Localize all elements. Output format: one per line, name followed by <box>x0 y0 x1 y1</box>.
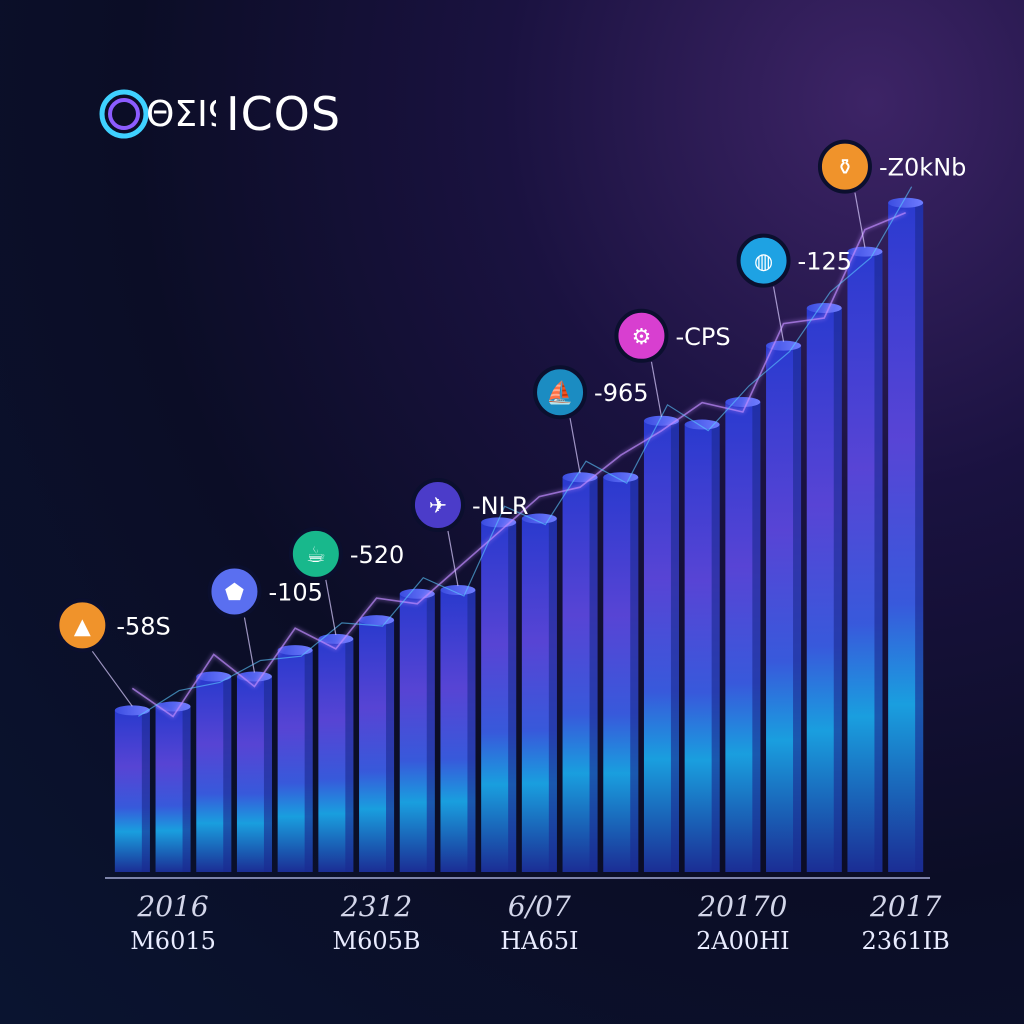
x-tick-sublabel: M6015 <box>130 927 216 955</box>
x-tick-sublabel: 2A00HI <box>696 927 790 955</box>
annotation-6: ⚙ -CPS <box>614 308 731 417</box>
chart-header: ΘΣΙ9 ICOS <box>96 86 341 142</box>
globe-icon <box>736 233 791 288</box>
x-tick-sublabel: M605B <box>332 927 421 955</box>
svg-text:◍: ◍ <box>754 250 773 275</box>
svg-text:⬟: ⬟ <box>225 580 244 605</box>
annotation-label: -520 <box>350 541 404 569</box>
x-tick-sublabel: 2361IB <box>861 927 950 955</box>
svg-text:☕: ☕ <box>306 543 326 568</box>
x-tick-label: 2016 M6015 <box>93 890 253 955</box>
bar-6 <box>318 633 354 872</box>
x-tick-year: 2016 <box>137 890 209 923</box>
bar-8 <box>399 588 435 872</box>
bar-14 <box>643 415 679 872</box>
annotation-label: -CPS <box>675 323 730 351</box>
x-axis-labels: 2016 M6015 2312 M605B 6/07 HA65I 20170 2A00HI 20… <box>0 890 1024 970</box>
ship-icon <box>533 365 588 420</box>
annotation-1: ▲ -58S <box>55 598 171 707</box>
trend-line <box>131 211 906 718</box>
x-tick-year: 2017 <box>870 890 942 923</box>
logo-text: ΘΣΙ9 <box>146 94 216 135</box>
bar-1 <box>114 705 150 872</box>
jar-icon <box>817 139 872 194</box>
svg-text:⚙: ⚙ <box>632 325 652 350</box>
annotation-label: -Z0kNb <box>879 154 966 182</box>
svg-text:⛵: ⛵ <box>546 380 573 406</box>
x-tick-label: 2017 2361IB <box>826 890 986 955</box>
svg-text:✈: ✈ <box>429 494 447 519</box>
bar-4 <box>236 671 272 872</box>
chart-title: ICOS <box>226 87 342 141</box>
bar-18 <box>806 303 842 872</box>
x-tick-year: 20170 <box>698 890 788 923</box>
x-tick-year: 6/07 <box>507 890 571 923</box>
annotation-label: -58S <box>116 612 170 640</box>
brand-logo: ΘΣΙ9 <box>96 86 231 142</box>
bar-5 <box>277 645 313 872</box>
x-tick-label: 6/07 HA65I <box>459 890 619 955</box>
bar-11 <box>521 513 557 872</box>
annotation-5: ⛵ -965 <box>533 365 649 474</box>
annotation-label: -105 <box>268 578 322 606</box>
x-tick-label: 20170 2A00HI <box>663 890 823 955</box>
campfire-icon <box>55 598 110 653</box>
annotation-4: ✈ -NLR <box>410 478 529 587</box>
bar-13 <box>603 472 639 872</box>
svg-text:⚱: ⚱ <box>836 156 854 181</box>
bar-2 <box>155 701 191 872</box>
rocket-icon <box>410 478 465 532</box>
trend-line-secondary <box>138 186 913 717</box>
bar-10 <box>481 517 517 872</box>
annotation-7: ◍ -125 <box>736 233 852 342</box>
coffee-cup-icon <box>288 526 343 581</box>
annotation-label: -125 <box>798 248 852 276</box>
bar-17 <box>766 340 802 873</box>
annotation-3: ☕ -520 <box>288 526 404 635</box>
bar-9 <box>440 585 476 872</box>
shield-icon <box>207 564 262 619</box>
svg-text:▲: ▲ <box>74 614 91 639</box>
x-tick-year: 2312 <box>340 890 413 923</box>
logo-icon: ΘΣΙ9 <box>99 89 231 139</box>
bar-20 <box>888 197 924 873</box>
bar-12 <box>562 472 598 872</box>
bar-19 <box>847 246 883 873</box>
bar-15 <box>684 419 720 872</box>
annotation-label: -NLR <box>472 492 529 520</box>
gear-icon <box>614 308 669 363</box>
bar-7 <box>359 615 395 872</box>
annotation-label: -965 <box>594 379 648 407</box>
x-tick-sublabel: HA65I <box>500 927 579 955</box>
bar-16 <box>725 397 761 872</box>
bar-3 <box>196 671 232 872</box>
x-tick-label: 2312 M605B <box>297 890 457 955</box>
annotation-2: ⬟ -105 <box>207 564 323 673</box>
annotation-8: ⚱ -Z0kNb <box>817 139 966 248</box>
